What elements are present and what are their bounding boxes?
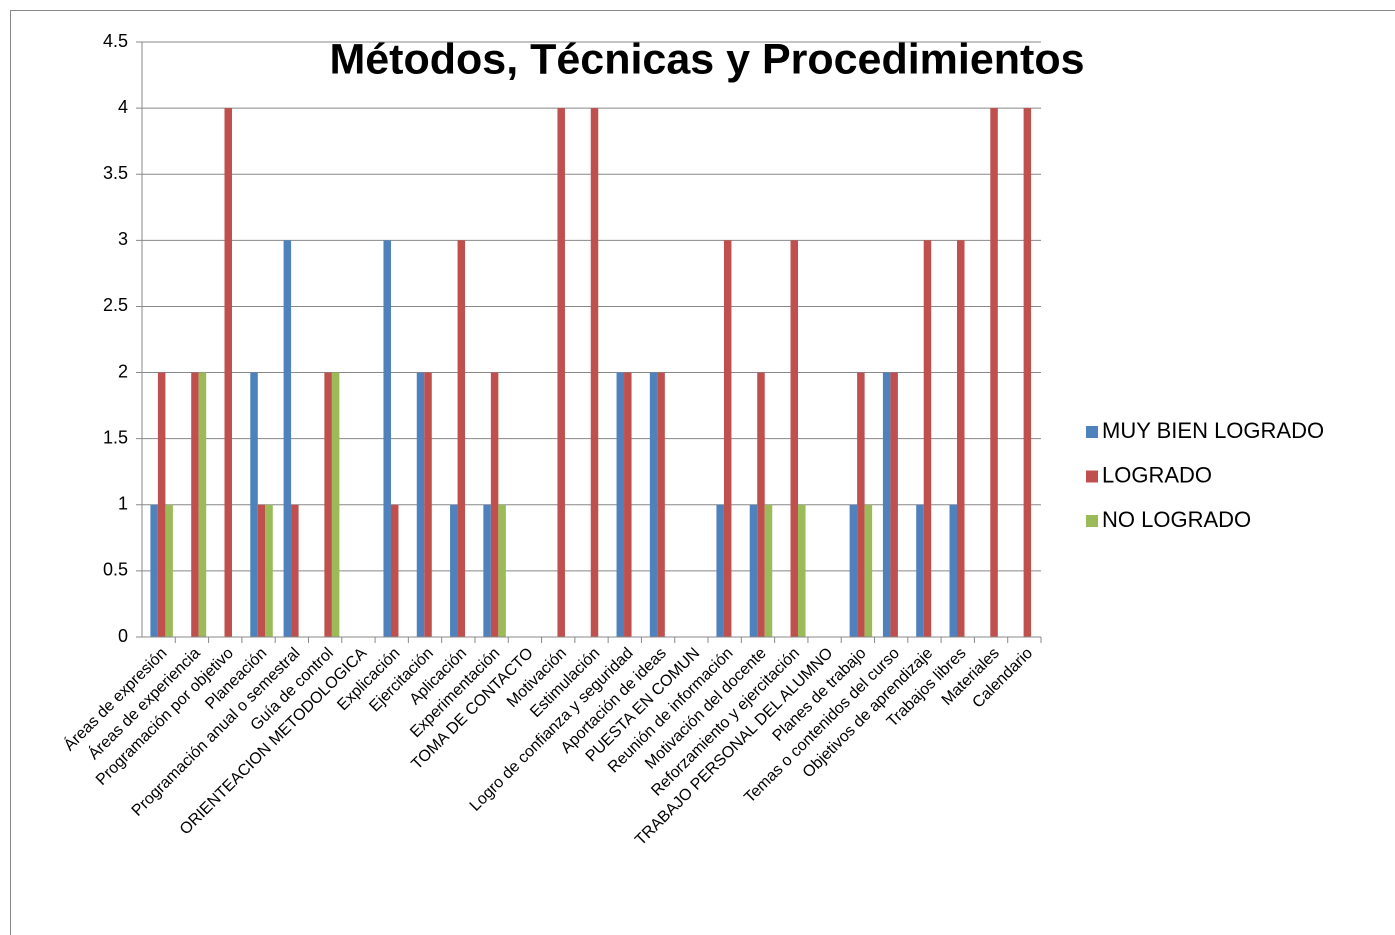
bar [331, 372, 340, 637]
bar [450, 504, 458, 637]
bar [990, 108, 998, 638]
bar [757, 372, 765, 637]
bar [890, 372, 898, 637]
bar [624, 372, 632, 637]
bar [498, 504, 506, 637]
legend-label: NO LOGRADO [1102, 507, 1251, 532]
legend-swatch [1086, 426, 1098, 438]
bar [324, 372, 332, 637]
legend-swatch [1086, 470, 1098, 483]
bar [764, 504, 773, 637]
bar [864, 504, 873, 637]
legend-swatch [1086, 515, 1098, 527]
y-tick-label: 1 [118, 494, 128, 514]
bar [457, 240, 466, 638]
bar [882, 372, 891, 637]
y-tick-label: 4.5 [103, 31, 128, 51]
bar [483, 504, 491, 637]
bar [250, 372, 258, 637]
bar [191, 372, 199, 637]
y-tick-label: 1.5 [103, 427, 128, 447]
bar [1023, 108, 1032, 638]
y-tick-label: 0.5 [103, 560, 128, 580]
bar [165, 504, 173, 637]
bar [157, 372, 166, 637]
y-tick-label: 2.5 [103, 295, 128, 315]
bar [649, 372, 658, 637]
bar [657, 372, 665, 637]
bar [265, 504, 273, 637]
bar [416, 372, 425, 637]
bar [923, 240, 932, 638]
bar [798, 504, 806, 637]
bar [390, 504, 399, 637]
y-tick-label: 0 [118, 626, 128, 646]
y-tick-label: 4 [118, 97, 128, 117]
bar [716, 504, 724, 637]
bar [291, 504, 299, 637]
bar [383, 240, 391, 638]
bar [916, 504, 924, 637]
chart-frame [10, 10, 1395, 935]
bar [616, 372, 625, 637]
bar [957, 240, 965, 638]
y-tick-label: 3 [118, 229, 128, 249]
bar [723, 240, 732, 638]
bar [849, 504, 858, 637]
bar [257, 504, 266, 637]
legend-label: LOGRADO [1102, 462, 1212, 487]
bar [857, 372, 865, 637]
bar [490, 372, 499, 637]
y-tick-label: 3.5 [103, 163, 128, 183]
bar [150, 504, 158, 637]
chart-title: Métodos, Técnicas y Procedimientos [329, 35, 1084, 83]
bar [283, 240, 292, 638]
bar [749, 504, 758, 637]
bar [424, 372, 432, 637]
legend-label: MUY BIEN LOGRADO [1102, 418, 1324, 443]
bar [790, 240, 799, 638]
bar [590, 108, 599, 638]
bar [949, 504, 958, 637]
y-tick-label: 2 [118, 361, 128, 381]
bar [198, 372, 207, 637]
bar [557, 108, 565, 638]
bar [224, 108, 232, 638]
